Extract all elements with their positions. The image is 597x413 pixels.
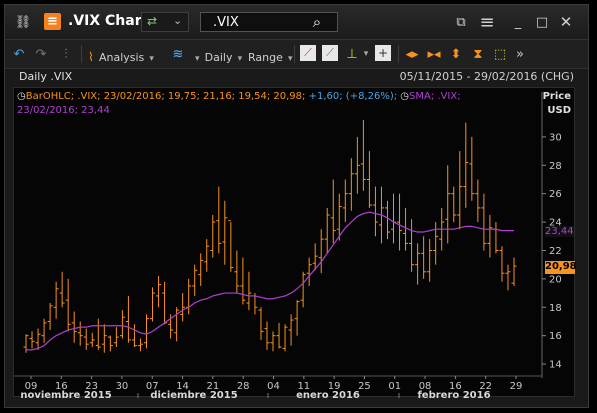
chevron-down-icon: ▾	[287, 54, 293, 64]
currency-label: USD	[547, 105, 571, 116]
legend-sma-value: 23/02/2016; 23,44	[17, 105, 110, 116]
menu-icon[interactable]: ≡	[479, 11, 495, 33]
clock-icon: ◷	[17, 91, 26, 102]
title-bar: ⛓ ≡ .VIX Chart ⇄ ⌄ .VIX ⌕ ⧉ ≡ _ □ ✕	[5, 5, 588, 40]
x-tick-label: 22	[479, 381, 492, 392]
chart-toolbar: ↶ ↷ ⫶ ⌇ Analysis ▾ ≋ ▾ Daily ▾ Range ▾ ⟋…	[5, 40, 588, 69]
analysis-label: Analysis	[98, 51, 145, 64]
price-axis-title: Price	[542, 91, 571, 102]
x-tick-label: 30	[116, 381, 129, 392]
chevron-down-icon: ⌄	[173, 14, 183, 27]
x-tick-label: 09	[25, 381, 38, 392]
maximize-icon[interactable]: □	[535, 14, 549, 30]
crosshair-icon[interactable]: ⊥	[346, 46, 358, 62]
y-tick-label: 14	[549, 360, 562, 371]
wave-icon[interactable]: ≋	[172, 46, 184, 62]
x-tick-label: 11	[297, 381, 310, 392]
sma-line	[26, 211, 514, 351]
zoom-vertical-icon[interactable]: ⧗	[473, 46, 483, 62]
y-tick-label: 18	[549, 303, 562, 314]
toolbar-separator	[81, 45, 82, 63]
analysis-button[interactable]: ⌇ Analysis ▾	[88, 46, 154, 64]
month-label: febrero 2016	[417, 390, 490, 398]
chevron-down-icon[interactable]: ▾	[363, 49, 369, 59]
link-group-icon: ⇄	[147, 14, 158, 28]
x-tick-label: 14	[176, 381, 189, 392]
y-tick-label: 26	[549, 189, 562, 200]
legend-ohlc[interactable]: ◷BarOHLC; .VIX; 23/02/2016; 19,75; 21,16…	[17, 91, 461, 102]
line-chart-icon[interactable]: ⟋	[300, 45, 316, 61]
x-tick-label: 25	[358, 381, 371, 392]
plus-icon[interactable]: +	[375, 45, 391, 61]
redo-icon[interactable]: ↷	[35, 46, 47, 62]
y-tick-label: 30	[549, 132, 562, 143]
analysis-icon: ⌇	[88, 50, 94, 64]
window-title: .VIX Chart	[68, 13, 149, 29]
vix-chart[interactable]: 14 16 18 20 22 24 26 28 30 09 16 23 30 07 14 21 28 04 11 19…	[14, 88, 576, 398]
month-label: enero 2016	[296, 390, 360, 398]
undo-icon[interactable]: ↶	[13, 46, 25, 62]
month-label: noviembre 2015	[20, 390, 111, 398]
y-tick-label: 16	[549, 331, 562, 342]
close-icon[interactable]: ✕	[559, 13, 573, 31]
search-icon[interactable]: ⌕	[312, 13, 322, 31]
x-tick-label: 07	[146, 381, 159, 392]
x-tick-label: 08	[419, 381, 432, 392]
chart-panel[interactable]: 14 16 18 20 22 24 26 28 30 09 16 23 30 07 14 21 28 04 11 19…	[13, 87, 577, 398]
last-price-tag: 20,98	[545, 261, 577, 274]
chevron-down-icon: ▾	[195, 54, 200, 64]
zoom-horizontal-icon[interactable]: ▸◂	[427, 46, 441, 62]
chart-window: ⛓ ≡ .VIX Chart ⇄ ⌄ .VIX ⌕ ⧉ ≡ _ □ ✕ ↶ ↷ …	[4, 4, 589, 408]
link-icon[interactable]: ⛓	[14, 14, 32, 30]
x-tick-label: 23	[85, 381, 98, 392]
tree-icon[interactable]: ⧉	[456, 14, 466, 30]
toolbar-separator	[398, 45, 399, 63]
select-icon[interactable]: ⬚	[493, 46, 507, 62]
sma-price-tag: 23,44	[545, 226, 574, 237]
x-tick-label: 19	[328, 381, 341, 392]
chevron-down-icon: ▾	[149, 54, 154, 64]
ric-input[interactable]: .VIX	[200, 12, 338, 32]
x-tick-label: 28	[237, 381, 250, 392]
toolbar-separator	[294, 45, 295, 63]
x-tick-label: 01	[388, 381, 401, 392]
more-icon[interactable]: »	[516, 46, 524, 62]
interval-dropdown[interactable]: ▾ Daily ▾	[195, 46, 243, 64]
range-label: Range	[248, 51, 283, 64]
x-tick-label: 04	[267, 381, 280, 392]
y-tick-label: 20	[549, 274, 562, 285]
chevron-down-icon: ▾	[237, 54, 243, 64]
y-tick-label: 24	[549, 218, 562, 229]
scroll-horizontal-icon[interactable]: ◂▸	[405, 46, 419, 62]
x-tick-label: 21	[207, 381, 220, 392]
interval-label: Daily	[204, 51, 233, 64]
bar-type-icon[interactable]: ⫶	[64, 46, 68, 62]
x-tick-label: 29	[510, 381, 523, 392]
y-tick-label: 28	[549, 161, 562, 172]
range-dropdown[interactable]: Range ▾	[248, 46, 293, 64]
x-tick-label: 16	[449, 381, 462, 392]
chart-header-title: Daily .VIX	[19, 70, 73, 83]
date-range-label: 05/11/2015 - 29/02/2016 (CHG)	[399, 70, 574, 83]
trend-chart-icon[interactable]: ⟋	[322, 45, 338, 61]
scroll-vertical-icon[interactable]: ⬍	[450, 46, 462, 62]
month-label: diciembre 2015	[150, 390, 237, 398]
x-tick-label: 16	[55, 381, 68, 392]
link-group-button[interactable]: ⇄ ⌄	[141, 12, 189, 32]
app-logo-icon: ≡	[44, 13, 61, 30]
clock-icon: ◷	[400, 91, 410, 102]
minimize-icon[interactable]: _	[514, 14, 522, 30]
y-tick-label: 22	[549, 246, 562, 257]
